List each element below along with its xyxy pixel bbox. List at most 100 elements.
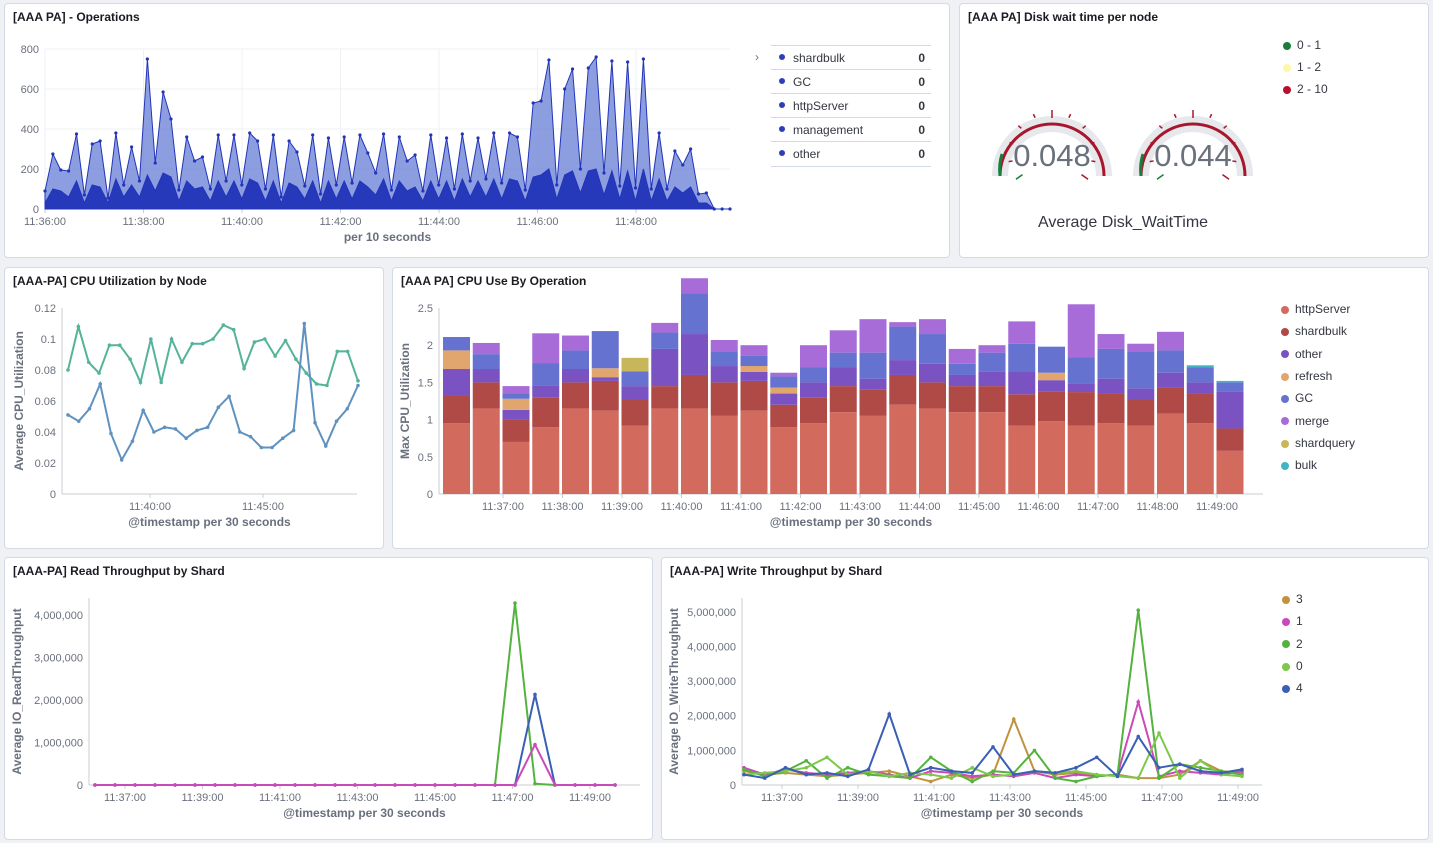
write-legend-item[interactable]: 1 bbox=[1282, 614, 1303, 628]
gauge-tick bbox=[1222, 174, 1230, 180]
bar-segment bbox=[859, 319, 887, 353]
gauge-tick bbox=[1017, 125, 1022, 129]
bar-segment bbox=[859, 378, 887, 390]
write-throughput-chart[interactable]: 0 1,000,000 2,000,000 3,000,000 4,000,000 5,0… bbox=[662, 558, 1272, 838]
y-tick-label: 0 bbox=[77, 780, 83, 792]
data-point bbox=[342, 135, 346, 139]
bar-segment bbox=[1067, 357, 1095, 384]
bar-segment bbox=[1067, 383, 1095, 393]
bar-segment bbox=[740, 355, 768, 367]
data-point bbox=[991, 769, 995, 773]
y-tick-label: 0.1 bbox=[41, 334, 56, 346]
x-tick-label: 11:43:00 bbox=[839, 501, 881, 513]
x-tick-label: 11:39:00 bbox=[181, 792, 223, 804]
cpu-op-legend-item[interactable]: refresh bbox=[1281, 369, 1332, 383]
x-tick-label: 11:39:00 bbox=[601, 501, 643, 513]
bar-segment bbox=[651, 322, 679, 333]
data-point bbox=[665, 187, 669, 191]
write-legend-label: 0 bbox=[1296, 658, 1303, 673]
data-point bbox=[76, 419, 81, 423]
data-point bbox=[887, 774, 892, 779]
bar-segment bbox=[651, 386, 679, 409]
data-point bbox=[783, 765, 788, 770]
data-point bbox=[169, 117, 173, 121]
read-throughput-chart[interactable]: 0 1,000,000 2,000,000 3,000,000 4,000,000 11:… bbox=[5, 558, 652, 838]
ops-legend-row[interactable]: httpServer 0 bbox=[771, 93, 931, 118]
data-point bbox=[1032, 748, 1037, 753]
bar-segment bbox=[621, 371, 649, 387]
data-point bbox=[928, 755, 933, 760]
bar-segment bbox=[591, 368, 619, 378]
data-point bbox=[208, 187, 212, 191]
bar-segment bbox=[770, 427, 798, 494]
cpu-op-legend-item[interactable]: shardquery bbox=[1281, 436, 1355, 450]
bar-segment bbox=[1157, 413, 1184, 494]
data-point bbox=[887, 769, 892, 773]
gauge-tick bbox=[1209, 113, 1213, 119]
bar-segment bbox=[889, 322, 917, 327]
bar-segment bbox=[829, 412, 857, 494]
bar-segment bbox=[591, 410, 619, 494]
y-axis-label: Max CPU_Utilization bbox=[398, 343, 412, 459]
bar-segment bbox=[1038, 372, 1065, 381]
range-legend-item[interactable]: 2 - 10 bbox=[1283, 82, 1328, 96]
x-tick-label: 11:40:00 bbox=[660, 501, 702, 513]
ops-legend-row[interactable]: other 0 bbox=[771, 141, 931, 167]
data-point bbox=[523, 188, 527, 192]
bar-segment bbox=[919, 382, 946, 409]
operations-chart[interactable]: 0 200 400 600 800 11:36:00 11:38:00 11:40:00 11:… bbox=[5, 4, 765, 254]
series-dot-icon bbox=[1282, 662, 1290, 671]
bar-segment bbox=[740, 366, 768, 372]
data-point bbox=[866, 767, 871, 772]
disk-wait-gauges[interactable]: 0.048 0.044 Average Disk_WaitTime bbox=[960, 4, 1429, 254]
data-point bbox=[353, 783, 357, 787]
cpu-by-op-chart[interactable]: 0 0.5 1 1.5 2 2.5 11:37:00 11:38:00 11:39:00 11:4… bbox=[393, 268, 1273, 548]
gauge-tick bbox=[1032, 113, 1036, 119]
data-point bbox=[1074, 769, 1078, 773]
data-point bbox=[610, 59, 614, 63]
write-legend-item[interactable]: 4 bbox=[1282, 681, 1303, 695]
data-point bbox=[866, 772, 871, 777]
cpu-op-legend-item[interactable]: shardbulk bbox=[1281, 324, 1347, 338]
write-legend-item[interactable]: 3 bbox=[1282, 592, 1303, 606]
y-tick-label: 4,000,000 bbox=[34, 610, 83, 622]
bar-segment bbox=[948, 386, 976, 413]
cpu-by-node-panel: [AAA-PA] CPU Utilization by Node 0 0.02 0.… bbox=[4, 267, 384, 549]
data-point bbox=[200, 341, 205, 346]
range-legend-item[interactable]: 0 - 1 bbox=[1283, 38, 1321, 52]
cpu-op-legend-item[interactable]: GC bbox=[1281, 391, 1313, 405]
gauge-node-2: 0.044 bbox=[1133, 110, 1253, 180]
data-point bbox=[1032, 769, 1037, 773]
bar-segment bbox=[443, 369, 470, 396]
gauge-tick bbox=[1015, 174, 1023, 180]
ops-legend-row[interactable]: GC 0 bbox=[771, 69, 931, 94]
data-point bbox=[374, 171, 378, 175]
cpu-op-legend-item[interactable]: other bbox=[1281, 347, 1322, 361]
bar-segment bbox=[1067, 425, 1095, 494]
write-legend-item[interactable]: 0 bbox=[1282, 659, 1303, 673]
data-point bbox=[539, 99, 543, 103]
data-point bbox=[138, 380, 143, 385]
ops-legend-row[interactable]: shardbulk 0 bbox=[771, 45, 931, 70]
data-point bbox=[263, 187, 268, 191]
data-point bbox=[325, 383, 329, 388]
data-point bbox=[689, 147, 693, 151]
cpu-op-legend-item[interactable]: merge bbox=[1281, 414, 1329, 428]
bar-segment bbox=[859, 389, 887, 416]
cpu-op-legend-item[interactable]: bulk bbox=[1281, 458, 1317, 472]
cpu-by-node-chart[interactable]: 0 0.02 0.04 0.06 0.08 0.1 0.12 11:40:00 11:45:00… bbox=[5, 268, 383, 548]
data-point bbox=[333, 783, 337, 787]
series-dot-icon bbox=[1282, 618, 1290, 627]
write-legend-label: 2 bbox=[1296, 636, 1303, 651]
data-point bbox=[227, 394, 231, 399]
data-point bbox=[586, 66, 590, 70]
cpu-op-legend-item[interactable]: httpServer bbox=[1281, 302, 1350, 316]
range-legend-item[interactable]: 1 - 2 bbox=[1283, 60, 1321, 74]
x-tick-label: 11:43:00 bbox=[336, 792, 378, 804]
series-dot-icon bbox=[1281, 305, 1289, 314]
data-point bbox=[137, 179, 142, 183]
chevron-right-icon[interactable]: › bbox=[755, 50, 759, 64]
bar-segment bbox=[472, 342, 500, 355]
ops-legend-row[interactable]: management 0 bbox=[771, 117, 931, 142]
write-legend-item[interactable]: 2 bbox=[1282, 637, 1303, 651]
